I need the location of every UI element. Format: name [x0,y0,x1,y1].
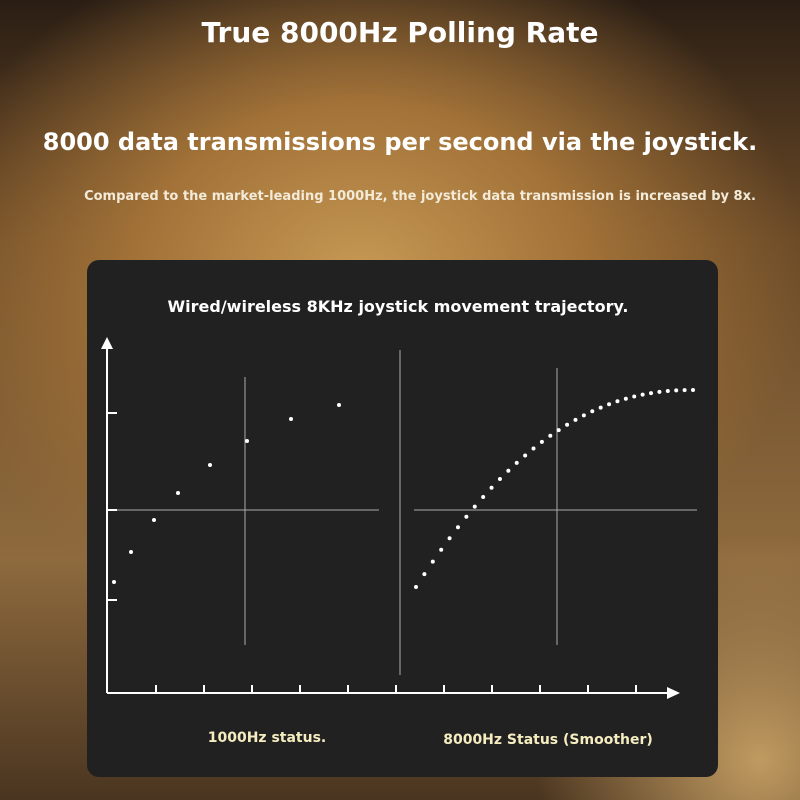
dot [176,491,180,495]
dot [590,409,595,414]
dot [506,468,511,473]
dot [691,388,695,392]
dot [464,514,469,519]
description: Compared to the market-leading 1000Hz, t… [84,189,756,204]
dot [640,392,645,397]
dot [497,477,502,482]
dot [208,463,212,467]
dot [129,550,133,554]
dot [632,394,637,399]
dot [523,453,528,458]
dot [581,413,586,418]
dot [481,494,486,499]
dot [607,402,612,407]
dot [414,585,418,589]
marks [107,388,695,693]
dot [682,388,687,393]
dot [472,504,477,509]
dot [665,389,670,394]
dot [289,417,293,421]
dot [598,405,603,410]
dot [649,391,654,396]
dot [674,388,679,393]
dot [573,417,578,422]
dot [447,536,452,541]
dot [565,422,570,427]
dot [430,559,435,564]
dot [112,580,116,584]
dot [615,399,620,404]
arrow [101,337,113,349]
left-caption: 1000Hz status. [208,730,327,746]
dot [152,518,156,522]
dot [337,403,341,407]
dot [556,428,561,433]
dot [623,396,628,401]
panel [87,260,718,777]
dot [514,460,519,465]
subtitle: 8000 data transmissions per second via t… [42,128,758,156]
dot [455,525,460,530]
dot [531,446,536,451]
panel-title: Wired/wireless 8KHz joystick movement tr… [168,297,629,316]
title: True 8000Hz Polling Rate [201,16,599,49]
dot [548,433,553,438]
dot [657,389,662,394]
dot [489,485,494,490]
dot [439,547,444,552]
dot [245,439,249,443]
right-caption: 8000Hz Status (Smoother) [443,732,653,748]
arrow [667,687,680,699]
dot [422,572,427,577]
dot [539,439,544,444]
